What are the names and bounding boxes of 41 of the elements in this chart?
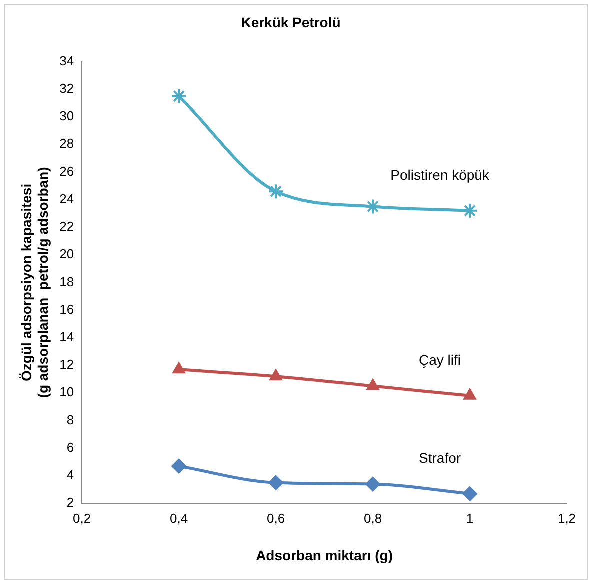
- y-tick-label: 20: [60, 246, 74, 262]
- y-tick-label: 24: [60, 191, 74, 206]
- y-tick-label: 16: [60, 302, 74, 317]
- y-tick-label: 12: [60, 357, 74, 372]
- point: [366, 476, 381, 492]
- x-tick-label: 0,8: [364, 510, 382, 526]
- point: [268, 184, 284, 200]
- point: [269, 369, 283, 381]
- y-tick-label: 6: [66, 440, 74, 455]
- y-tick-label: 26: [60, 164, 74, 179]
- point: [171, 88, 188, 104]
- y-tick-label: 14: [60, 330, 74, 345]
- point: [172, 458, 187, 474]
- point: [365, 198, 382, 215]
- y-tick-label: 22: [60, 219, 74, 234]
- point: [172, 362, 186, 374]
- point: [366, 378, 380, 390]
- y-tick-label: 4: [66, 468, 74, 483]
- y-tick-label: 34: [60, 53, 74, 68]
- series-label: Polistiren köpük: [390, 166, 490, 183]
- series-label: Çay lifi: [419, 352, 462, 368]
- series-label: Strafor: [419, 450, 462, 466]
- y-tick-label: 32: [60, 80, 74, 96]
- x-axis-title: Adsorban miktarı (g): [256, 547, 393, 564]
- x-tick-label: 1,2: [558, 510, 576, 526]
- y-tick-label: 28: [60, 136, 74, 152]
- point: [463, 388, 477, 400]
- point: [462, 486, 478, 502]
- y-tick-label: 10: [60, 384, 74, 400]
- chart-title: Kerkük Petrolü: [241, 14, 341, 30]
- x-tick-label: 0,2: [73, 510, 92, 526]
- x-tick-label: 1: [466, 510, 474, 526]
- point: [268, 475, 284, 490]
- y-tick-label: 30: [60, 108, 74, 124]
- y-axis-title: Özgül adsorpsiyon kapasitesi (g adsorplanan petrol/g adsorban): [18, 167, 52, 398]
- point: [462, 202, 478, 219]
- x-tick-label: 0,6: [266, 510, 286, 526]
- y-tick-label: 8: [66, 412, 74, 428]
- y-tick-label: 18: [60, 274, 74, 290]
- y-tick-label: 2: [66, 495, 74, 510]
- x-tick-label: 0,4: [170, 510, 188, 526]
